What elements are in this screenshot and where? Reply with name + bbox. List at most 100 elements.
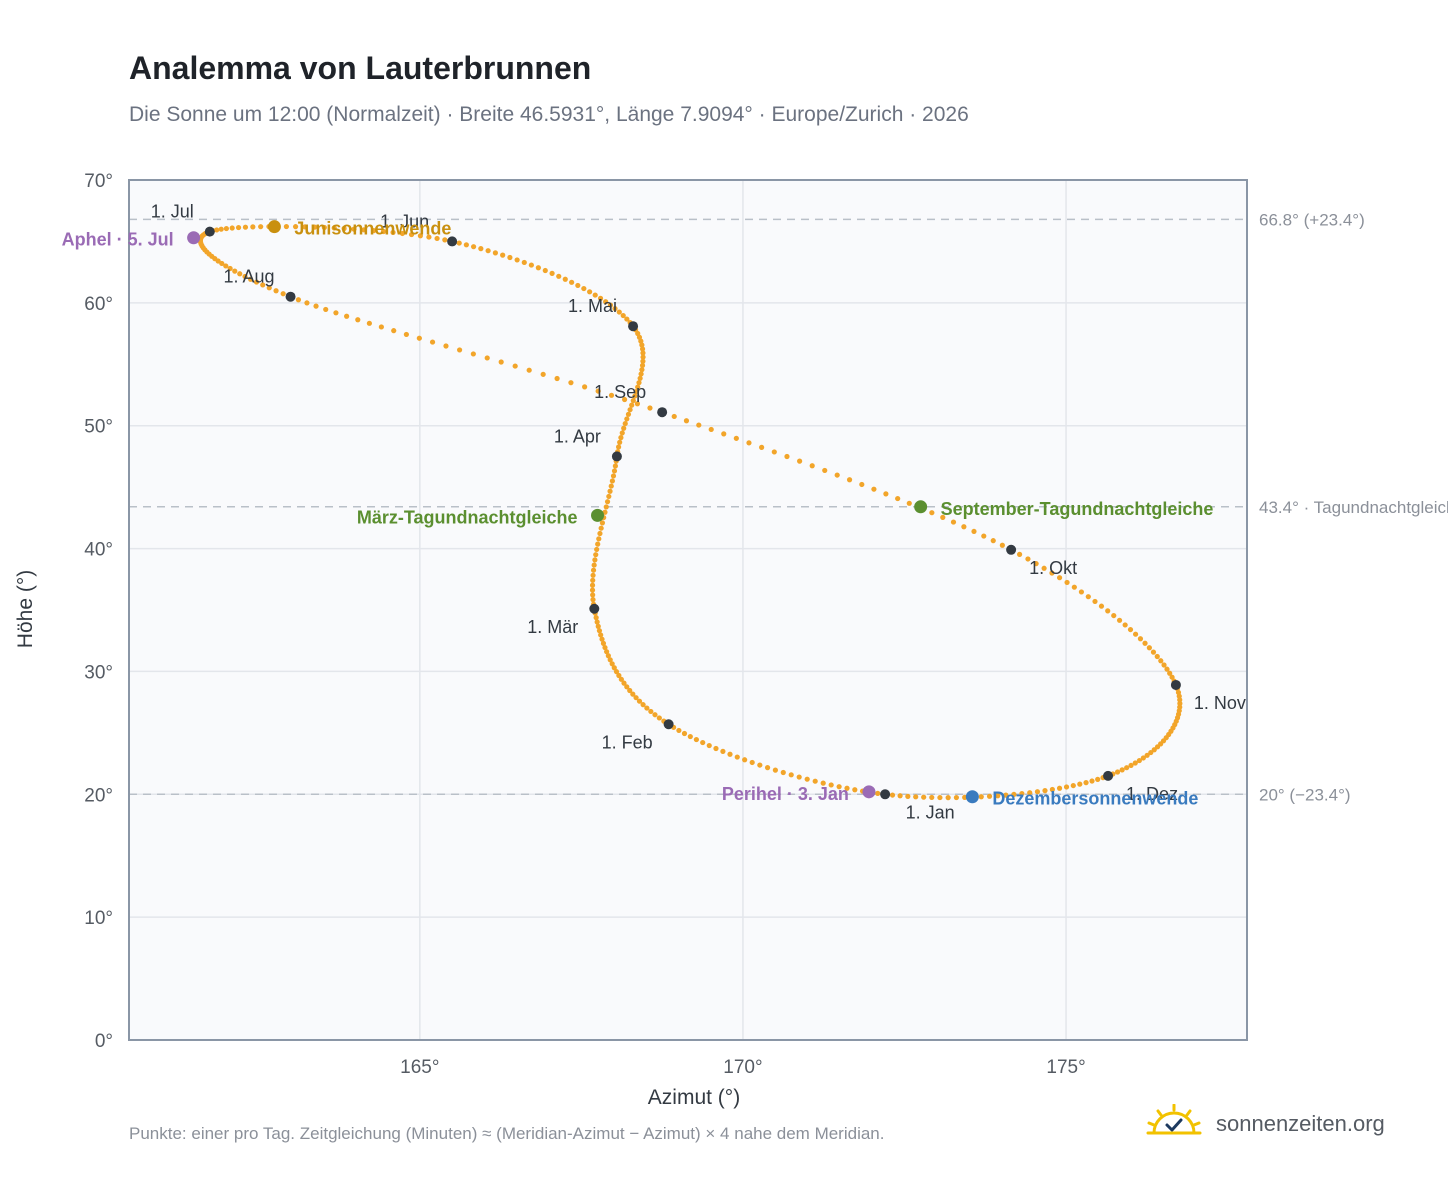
day-dot	[640, 350, 646, 356]
day-dot	[638, 371, 644, 377]
day-dot	[592, 292, 598, 298]
day-dot	[1089, 778, 1095, 784]
y-axis-label: Höhe (°)	[14, 570, 37, 648]
day-dot	[771, 449, 777, 455]
day-dot	[621, 425, 627, 431]
day-dot	[607, 302, 614, 308]
day-dot	[1177, 697, 1183, 703]
day-dot	[700, 739, 706, 746]
day-dot	[250, 224, 256, 230]
day-dot	[639, 342, 645, 348]
day-dot	[1169, 674, 1175, 680]
day-dot	[859, 481, 865, 488]
month-marker	[657, 407, 668, 418]
day-dot	[681, 730, 688, 737]
day-dot	[1083, 780, 1089, 786]
day-dot	[595, 541, 601, 547]
day-dot	[258, 224, 264, 230]
month-label: 1. Jan	[906, 802, 955, 822]
day-dot	[295, 297, 302, 303]
brand-link[interactable]: sonnenzeiten.org	[1146, 1102, 1385, 1146]
day-dot	[463, 242, 469, 248]
day-dot	[602, 644, 608, 651]
day-dot	[587, 289, 593, 295]
day-dot	[999, 542, 1005, 548]
day-dot	[895, 495, 901, 502]
day-dot	[542, 267, 548, 274]
day-dot	[609, 478, 615, 484]
day-dot	[507, 254, 513, 261]
day-dot	[746, 440, 752, 446]
day-dot	[1049, 786, 1055, 793]
day-dot	[637, 375, 643, 381]
day-dot	[1011, 791, 1017, 798]
month-label: 1. Jun	[380, 211, 429, 231]
day-dot	[613, 669, 620, 675]
day-dot	[223, 263, 229, 269]
day-dot	[906, 500, 912, 506]
day-dot	[706, 742, 712, 749]
day-dot	[227, 265, 233, 272]
day-dot	[945, 795, 951, 801]
day-dot	[607, 657, 613, 663]
day-dot	[1136, 757, 1142, 764]
event-label: September-Tagundnachtgleiche	[941, 499, 1214, 519]
day-dot	[671, 413, 677, 420]
day-dot	[1003, 792, 1009, 798]
month-marker	[628, 321, 639, 332]
day-dot	[656, 715, 662, 721]
day-dot	[937, 794, 943, 801]
day-dot	[604, 499, 611, 505]
day-dot	[846, 477, 853, 483]
day-dot	[713, 745, 719, 752]
month-label: 1. Dez	[1126, 784, 1178, 804]
day-dot	[608, 392, 615, 398]
event-label: März-Tagundnachtgleiche	[357, 507, 578, 527]
day-dot	[1033, 561, 1039, 567]
day-dot	[1114, 769, 1121, 775]
day-dot	[828, 782, 834, 788]
day-dot	[366, 320, 372, 326]
day-dot	[617, 439, 623, 445]
day-dot	[595, 388, 601, 394]
day-dot	[1128, 762, 1134, 769]
day-dot	[612, 305, 618, 312]
day-dot	[639, 346, 646, 352]
day-dot	[280, 291, 286, 297]
month-marker	[447, 236, 458, 247]
day-dot	[620, 312, 626, 319]
day-dot	[633, 388, 639, 395]
day-dot	[235, 224, 242, 231]
day-dot	[1095, 776, 1101, 782]
reference-line-label: 66.8° (+23.4°)	[1259, 210, 1365, 229]
day-dot	[1111, 612, 1117, 619]
day-dot	[950, 519, 957, 525]
day-dot	[630, 397, 636, 404]
day-dot	[1140, 755, 1146, 761]
day-dot	[611, 468, 618, 474]
day-dot	[1164, 666, 1170, 672]
day-dot	[1092, 598, 1098, 605]
day-dot	[616, 309, 622, 315]
day-dot	[742, 757, 748, 763]
day-dot	[500, 252, 506, 258]
event-label: Dezembersonnenwende	[992, 789, 1198, 809]
day-dot	[599, 520, 606, 526]
day-dot	[302, 224, 308, 230]
day-dot	[589, 587, 596, 593]
month-marker	[204, 226, 215, 237]
chart-title: Analemma von Lauterbrunnen	[129, 50, 592, 86]
event-label: Junisonnenwende	[294, 219, 451, 239]
y-tick-label: 40°	[84, 540, 113, 561]
day-dot	[844, 785, 850, 791]
day-dot	[796, 774, 802, 780]
day-dot	[341, 225, 347, 232]
day-dot	[540, 371, 546, 377]
day-dot	[434, 235, 440, 242]
day-dot	[889, 792, 896, 798]
day-dot	[603, 504, 609, 510]
day-dot	[1150, 649, 1157, 655]
day-dot	[627, 687, 633, 694]
day-dot	[619, 430, 625, 436]
day-dot	[266, 285, 272, 291]
